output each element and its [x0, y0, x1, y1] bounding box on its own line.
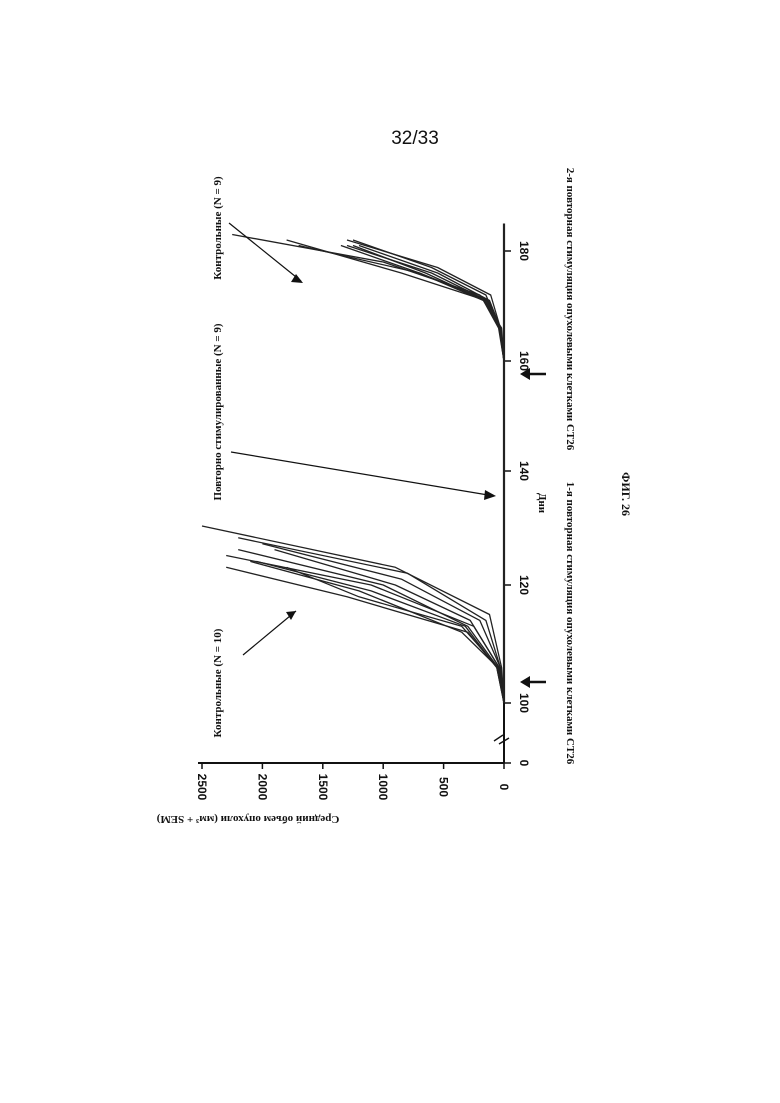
y-tick-label: 1000 [376, 774, 390, 801]
x-tick-label: 140 [517, 461, 531, 481]
annotation-arrow-control-1 [243, 611, 296, 655]
annotation-arrow-control-2 [229, 223, 301, 281]
x-tick-label: 180 [517, 241, 531, 261]
annotation-arrow-restimulated [231, 452, 494, 496]
y-tick-label: 1500 [316, 774, 330, 801]
x-tick-label: 0 [517, 760, 531, 767]
arrowhead-icon [520, 676, 530, 688]
arrowhead-icon [291, 274, 303, 283]
series-line-control_1 [226, 567, 504, 703]
figure-caption: ФИГ. 26 [619, 472, 633, 516]
series-lines [202, 224, 504, 704]
x-tick-label: 160 [517, 351, 531, 371]
y-tick-label: 2500 [195, 774, 209, 801]
y-axis-label: Средний объем опухоли (мм³ + SEM) [156, 813, 339, 825]
y-tick-label: 0 [497, 784, 511, 791]
y-tick-label: 2000 [255, 774, 269, 801]
stimulation-1-label: 1-я повторная стимуляция опухолевыми кле… [564, 482, 576, 765]
x-ticks: 0 100 120 140 160 180 [504, 241, 531, 767]
stimulation-2-label: 2-я повторная стимуляция опухолевыми кле… [564, 168, 576, 451]
annotation-control-1: Контрольные (N = 10) [212, 628, 224, 737]
series-line-control_2 [232, 235, 504, 362]
series-line-control_2 [347, 246, 504, 362]
series-line-control_2 [359, 246, 504, 362]
x-tick-label: 120 [517, 575, 531, 595]
arrowhead-icon [484, 490, 496, 500]
series-line-control_2 [347, 240, 504, 361]
axis-break-mark [494, 735, 503, 741]
x-tick-label: 100 [517, 693, 531, 713]
y-tick-label: 500 [437, 777, 451, 797]
y-ticks: 0 500 1000 1500 2000 2500 [195, 763, 511, 801]
annotation-restimulated: Повторно стимулированные (N = 9) [212, 323, 224, 500]
x-axis-label: Дни [536, 493, 548, 514]
annotation-control-2: Контрольные (N = 9) [212, 176, 224, 280]
